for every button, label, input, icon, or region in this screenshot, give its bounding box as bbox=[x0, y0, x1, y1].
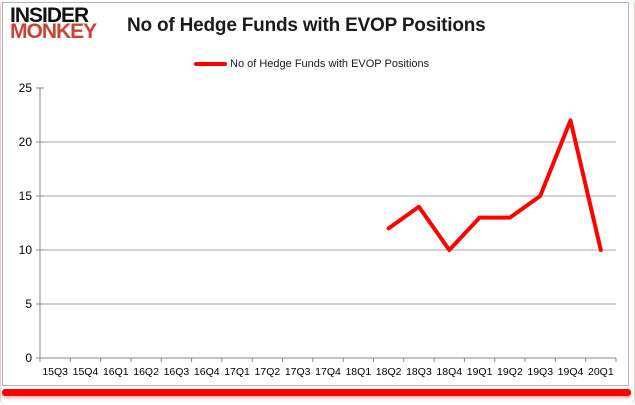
y-axis-label: 20 bbox=[19, 135, 33, 149]
data-series bbox=[386, 118, 603, 252]
x-axis-label: 17Q1 bbox=[224, 366, 250, 378]
x-axis-label: 15Q4 bbox=[73, 366, 99, 378]
x-axis-label: 19Q1 bbox=[467, 366, 493, 378]
axis-labels: 0 5 10 15 20 25 15Q3 15Q4 16Q1 16Q2 16Q3 16Q4 17Q1 17… bbox=[19, 81, 614, 378]
chart-frame bbox=[2, 2, 629, 386]
x-axis-label: 18Q3 bbox=[406, 366, 432, 378]
gridlines bbox=[40, 141, 616, 305]
x-axis-label: 17Q4 bbox=[315, 366, 341, 378]
legend: No of Hedge Funds with EVOP Positions bbox=[194, 58, 429, 70]
x-axis-label: 17Q2 bbox=[255, 366, 281, 378]
bottom-red-divider bbox=[2, 389, 631, 396]
x-axis-label: 15Q3 bbox=[42, 366, 68, 378]
x-axis-label: 17Q3 bbox=[285, 366, 311, 378]
chart-title: No of Hedge Funds with EVOP Positions bbox=[127, 15, 486, 36]
x-axis-label: 18Q2 bbox=[376, 366, 402, 378]
legend-line-swatch bbox=[194, 62, 227, 66]
y-axis-label: 10 bbox=[19, 243, 33, 257]
logo-text-monkey: MONKEY bbox=[10, 20, 97, 44]
x-axis-label: 16Q3 bbox=[164, 366, 190, 378]
legend-label: No of Hedge Funds with EVOP Positions bbox=[230, 58, 430, 70]
x-axis-label: 19Q3 bbox=[527, 366, 553, 378]
insider-monkey-logo: INSIDER MONKEY bbox=[10, 4, 97, 44]
y-axis-label: 15 bbox=[19, 189, 33, 203]
x-axis-label: 16Q4 bbox=[194, 366, 220, 378]
x-axis-label: 18Q1 bbox=[345, 366, 371, 378]
axes bbox=[39, 88, 616, 359]
logo-text-insider: INSIDER bbox=[10, 4, 89, 27]
x-axis-label: 16Q2 bbox=[133, 366, 159, 378]
y-axis-label: 5 bbox=[25, 297, 32, 311]
x-axis-label: 18Q4 bbox=[436, 366, 462, 378]
y-axis-label: 25 bbox=[19, 81, 33, 95]
x-axis-label: 19Q2 bbox=[497, 366, 523, 378]
axis-ticks bbox=[36, 87, 617, 362]
x-axis-label: 19Q4 bbox=[558, 366, 584, 378]
y-axis-label: 0 bbox=[25, 351, 32, 365]
x-axis-label: 20Q1 bbox=[588, 366, 614, 378]
series-line bbox=[386, 118, 603, 252]
x-axis-label: 16Q1 bbox=[103, 366, 129, 378]
